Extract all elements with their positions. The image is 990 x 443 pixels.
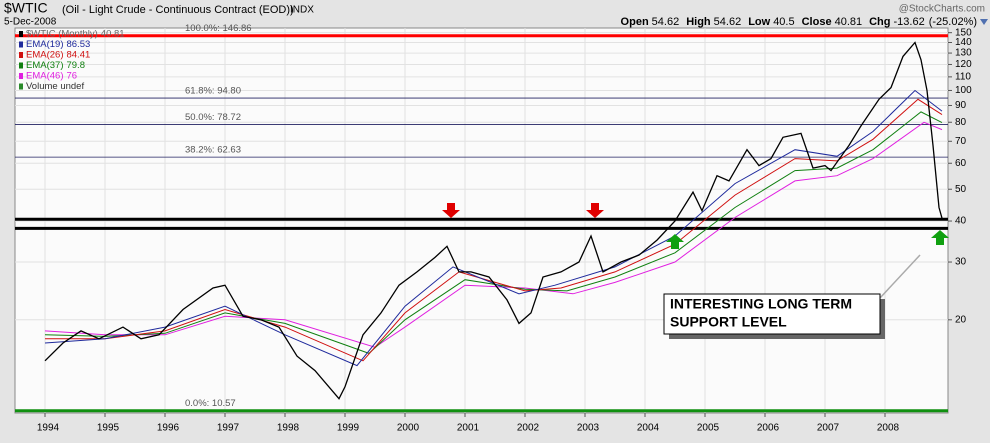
chart-title: (Oil - Light Crude - Continuous Contract… <box>62 4 294 16</box>
legend-value: 76 <box>66 71 77 82</box>
legend-value: 86.53 <box>66 39 90 50</box>
x-tick-label: 2005 <box>697 423 720 434</box>
down-arrow <box>586 203 604 218</box>
callout-box <box>663 293 881 335</box>
y-tick-label: 30 <box>955 257 967 268</box>
x-tick-label: 2000 <box>397 423 420 434</box>
x-tick-label: 1996 <box>157 423 180 434</box>
legend-name: EMA(26) <box>26 50 63 61</box>
up-arrow <box>931 230 949 245</box>
y-tick-label: 40 <box>955 216 967 227</box>
arrows <box>442 203 949 249</box>
x-tick-label: 1997 <box>217 423 240 434</box>
annotation: INTERESTING LONG TERM <box>670 296 852 312</box>
legend-value: 84.41 <box>66 50 90 61</box>
fib-label: 38.2%: 62.63 <box>185 145 241 156</box>
x-tick-label: 2007 <box>817 423 840 434</box>
x-tick-label: 1995 <box>97 423 120 434</box>
fib-label: 50.0%: 78.72 <box>185 112 241 123</box>
quote-value: 54.62 <box>714 16 742 28</box>
y-tick-label: 110 <box>955 72 971 83</box>
legend-swatch <box>19 83 23 90</box>
x-tick-label: 2002 <box>517 423 540 434</box>
y-tick-label: 20 <box>955 314 967 325</box>
quote-value: 54.62 <box>652 16 680 28</box>
quote-label: Close <box>802 16 832 28</box>
legend-swatch <box>19 52 23 58</box>
x-tick-label: 1994 <box>37 423 60 434</box>
y-tick-label: 130 <box>955 48 972 59</box>
legend-swatch <box>19 62 23 69</box>
legend-name: Volume undef <box>26 81 84 92</box>
x-tick-label: 1998 <box>277 423 300 434</box>
y-tick-label: 60 <box>955 158 967 169</box>
down-arrow <box>442 203 460 218</box>
fib-label: 0.0%: 10.57 <box>185 398 236 409</box>
legend-name: EMA(37) <box>26 60 63 71</box>
ema-line <box>44 89 943 367</box>
symbol: $WTIC <box>4 0 48 16</box>
x-tick-label: 2006 <box>757 423 780 434</box>
quote-label: Open <box>621 16 649 28</box>
quote-label: Low <box>748 16 770 28</box>
y-tick-label: 120 <box>955 59 972 70</box>
callout-line <box>879 254 921 299</box>
legend-swatch <box>19 41 23 48</box>
legend-swatch <box>19 31 23 37</box>
y-tick-label: 90 <box>955 100 967 111</box>
quote-label: High <box>686 16 711 28</box>
quote-value: -13.62 <box>894 16 925 28</box>
x-tick-label: 2004 <box>637 423 660 434</box>
x-tick-label: 1999 <box>337 423 360 434</box>
y-tick-label: 100 <box>955 85 972 96</box>
up-arrow <box>666 234 684 249</box>
quote-value: 40.5 <box>773 16 794 28</box>
legend-swatch <box>19 73 23 79</box>
x-tick-label: 2003 <box>577 423 600 434</box>
legend-name: $WTIC (Monthly) <box>26 29 98 40</box>
dropdown <box>980 19 988 25</box>
y-tick-label: 150 <box>955 27 972 38</box>
legend-name: EMA(19) <box>26 39 63 50</box>
annotation: SUPPORT LEVEL <box>670 314 787 330</box>
y-tick-label: 50 <box>955 184 967 195</box>
ema-line <box>44 111 943 354</box>
exchange: INDX <box>290 5 314 16</box>
ema-line <box>45 98 943 362</box>
fib-label: 61.8%: 94.80 <box>185 86 241 97</box>
y-tick-label: 80 <box>955 117 967 128</box>
quote-label: Chg <box>869 16 890 28</box>
date: 5-Dec-2008 <box>4 17 57 28</box>
legend-value: 40.81 <box>101 29 125 40</box>
x-tick-label: 2001 <box>457 423 480 434</box>
quote-value: 40.81 <box>835 16 863 28</box>
fib-label: 100.0%: 146.86 <box>185 23 252 34</box>
legend-value: 79.8 <box>66 60 85 71</box>
price-line <box>44 41 943 400</box>
ema-line <box>44 121 943 348</box>
legend-name: EMA(46) <box>26 71 63 82</box>
watermark: @StockCharts.com <box>899 4 985 15</box>
x-tick-label: 2008 <box>877 423 900 434</box>
y-tick-label: 140 <box>955 37 972 48</box>
y-tick-label: 70 <box>955 136 967 147</box>
quote-value: (-25.02%) <box>929 16 977 28</box>
